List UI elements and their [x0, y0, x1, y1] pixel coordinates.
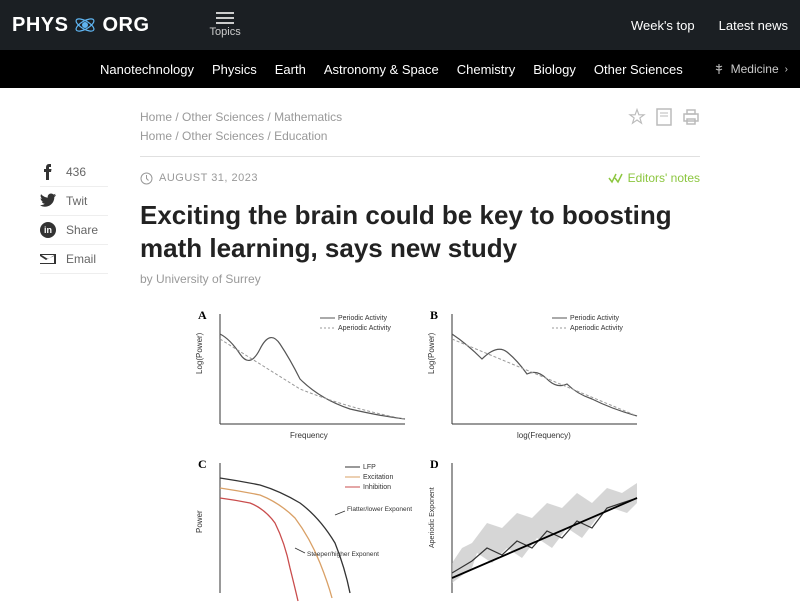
svg-text:Steeper/higher Exponent: Steeper/higher Exponent — [307, 551, 379, 558]
fb-count: 436 — [66, 165, 86, 179]
share-label: Share — [66, 223, 98, 237]
star-icon[interactable] — [628, 108, 646, 126]
panel-b-label: B — [430, 308, 438, 323]
crumb-math[interactable]: Mathematics — [274, 110, 342, 124]
logo-atom-icon — [72, 12, 98, 38]
crumb-home-2[interactable]: Home — [140, 129, 172, 143]
article-main: Home / Other Sciences / Mathematics Home… — [120, 108, 740, 608]
article-figure: A Log(Power) Frequency Periodic Activity… — [190, 304, 650, 608]
panel-d-label: D — [430, 457, 439, 472]
svg-text:Aperiodic Activity: Aperiodic Activity — [570, 325, 623, 332]
crumb-other-1[interactable]: Other Sciences — [182, 110, 264, 124]
pdf-icon[interactable] — [656, 108, 672, 126]
crumb-home-1[interactable]: Home — [140, 110, 172, 124]
svg-text:Aperiodic Activity: Aperiodic Activity — [338, 325, 391, 332]
social-sidebar: 436 Twit in Share Email — [0, 108, 120, 608]
twit-label: Twit — [66, 194, 87, 208]
nav-earth[interactable]: Earth — [275, 62, 306, 77]
svg-text:Aperiodic Exponent: Aperiodic Exponent — [429, 488, 436, 549]
svg-text:Log(Power): Log(Power) — [195, 333, 204, 375]
svg-text:Inhibition: Inhibition — [363, 484, 391, 491]
breadcrumb: Home / Other Sciences / Mathematics Home… — [140, 108, 342, 146]
nav-astronomy[interactable]: Astronomy & Space — [324, 62, 439, 77]
figure-panel-d: D Aperiodic Exponent — [422, 453, 650, 608]
svg-text:Frequency: Frequency — [290, 431, 328, 440]
topics-menu[interactable]: Topics — [210, 12, 241, 38]
article-byline: by University of Surrey — [140, 272, 700, 286]
topics-label: Topics — [210, 26, 241, 38]
svg-text:Flatter/lower Exponent: Flatter/lower Exponent — [347, 506, 412, 513]
svg-text:LFP: LFP — [363, 464, 376, 471]
nav-physics[interactable]: Physics — [212, 62, 257, 77]
share-linkedin[interactable]: in Share — [40, 216, 108, 245]
logo-text-left: PHYS — [12, 14, 68, 37]
check-icon — [608, 172, 624, 184]
hamburger-icon — [216, 12, 234, 24]
svg-text:Excitation: Excitation — [363, 474, 393, 481]
logo-text-right: ORG — [102, 14, 149, 37]
chevron-right-icon: › — [785, 64, 788, 75]
editors-notes[interactable]: Editors' notes — [608, 171, 700, 185]
caduceus-icon — [713, 63, 725, 75]
nav-biology[interactable]: Biology — [533, 62, 576, 77]
share-twitter[interactable]: Twit — [40, 187, 108, 216]
nav-nanotechnology[interactable]: Nanotechnology — [100, 62, 194, 77]
top-links: Week's top Latest news — [631, 18, 788, 33]
crumb-education[interactable]: Education — [274, 129, 327, 143]
article-actions — [628, 108, 700, 126]
weeks-top-link[interactable]: Week's top — [631, 18, 695, 33]
panel-c-label: C — [198, 457, 207, 472]
panel-a-label: A — [198, 308, 207, 323]
facebook-icon — [40, 164, 56, 180]
nav-chemistry[interactable]: Chemistry — [457, 62, 516, 77]
linkedin-icon: in — [40, 222, 56, 238]
figure-panel-b: B Log(Power) log(Frequency) Periodic Act… — [422, 304, 650, 449]
clock-icon — [140, 172, 153, 185]
nav-medicine[interactable]: Medicine › — [713, 62, 788, 76]
email-label: Email — [66, 252, 96, 266]
svg-text:log(Frequency): log(Frequency) — [517, 431, 571, 440]
topbar: PHYS ORG Topics Week's top Latest news — [0, 0, 800, 50]
navbar: Nanotechnology Physics Earth Astronomy &… — [0, 50, 800, 88]
email-icon — [40, 251, 56, 267]
latest-news-link[interactable]: Latest news — [719, 18, 788, 33]
publish-date: AUGUST 31, 2023 — [140, 172, 258, 185]
print-icon[interactable] — [682, 108, 700, 126]
svg-text:Periodic Activity: Periodic Activity — [570, 315, 620, 322]
svg-text:Power: Power — [195, 510, 204, 533]
svg-text:Log(Power): Log(Power) — [427, 333, 436, 375]
site-logo[interactable]: PHYS ORG — [12, 12, 150, 38]
figure-panel-c: C Power LFP Excitation Inhibition Flatte… — [190, 453, 418, 608]
share-email[interactable]: Email — [40, 245, 108, 274]
twitter-icon — [40, 193, 56, 209]
figure-panel-a: A Log(Power) Frequency Periodic Activity… — [190, 304, 418, 449]
share-facebook[interactable]: 436 — [40, 158, 108, 187]
crumb-other-2[interactable]: Other Sciences — [182, 129, 264, 143]
nav-other-sciences[interactable]: Other Sciences — [594, 62, 683, 77]
article-title: Exciting the brain could be key to boost… — [140, 199, 700, 264]
svg-text:Periodic Activity: Periodic Activity — [338, 315, 388, 322]
